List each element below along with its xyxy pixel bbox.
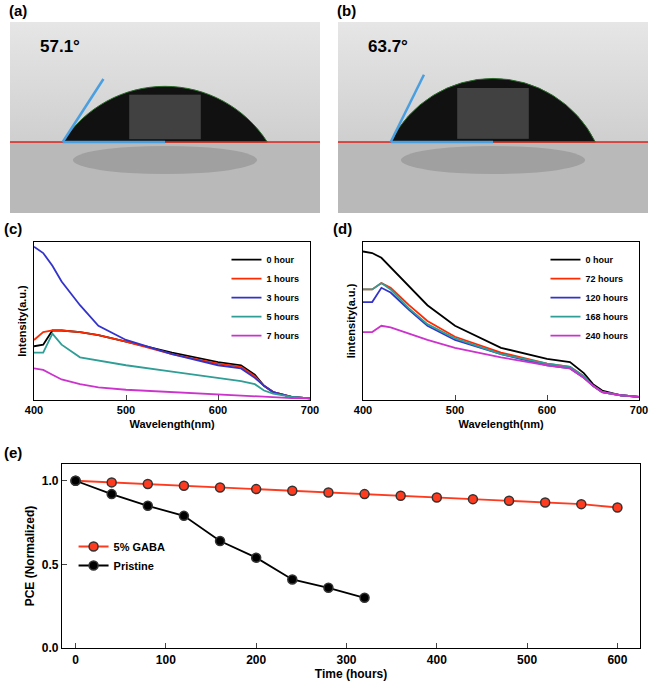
html-text:(e): (e) — [4, 444, 23, 461]
svg-text:Pristine: Pristine — [114, 560, 154, 572]
svg-text:700: 700 — [301, 404, 319, 416]
svg-text:500: 500 — [517, 653, 537, 667]
svg-text:Intensity(a.u.): Intensity(a.u.) — [16, 285, 28, 357]
svg-text:600: 600 — [538, 404, 556, 416]
svg-text:0.5: 0.5 — [42, 558, 59, 572]
svg-text:63.7°: 63.7° — [368, 37, 408, 56]
svg-text:168 hours: 168 hours — [585, 312, 628, 322]
svg-text:57.1°: 57.1° — [40, 37, 80, 56]
html-text:(d): (d) — [333, 220, 353, 237]
svg-text:5 hours: 5 hours — [266, 312, 299, 322]
svg-text:700: 700 — [630, 404, 648, 416]
svg-text:1 hours: 1 hours — [266, 274, 299, 284]
svg-text:72 hours: 72 hours — [585, 274, 623, 284]
svg-text:500: 500 — [117, 404, 135, 416]
svg-text:7 hours: 7 hours — [266, 331, 299, 341]
svg-text:0: 0 — [72, 653, 79, 667]
svg-text:Time (hours): Time (hours) — [315, 667, 387, 681]
svg-text:100: 100 — [156, 653, 176, 667]
svg-text:Iintensity(a.u.): Iintensity(a.u.) — [345, 283, 357, 358]
svg-text:0.0: 0.0 — [42, 641, 59, 655]
svg-text:240 hours: 240 hours — [585, 331, 628, 341]
svg-text:200: 200 — [246, 653, 266, 667]
svg-text:0 hour: 0 hour — [266, 255, 294, 265]
svg-text:Wavelength(nm): Wavelength(nm) — [129, 418, 214, 430]
svg-text:0 hour: 0 hour — [585, 255, 613, 265]
svg-text:Wavelength(nm): Wavelength(nm) — [458, 418, 543, 430]
html-text:(b): (b) — [337, 2, 357, 19]
svg-text:600: 600 — [607, 653, 627, 667]
svg-text:PCE (Normalized): PCE (Normalized) — [23, 506, 37, 607]
svg-text:600: 600 — [209, 404, 227, 416]
svg-text:3 hours: 3 hours — [266, 293, 299, 303]
svg-text:5% GABA: 5% GABA — [114, 541, 165, 553]
html-text:(a): (a) — [9, 2, 28, 19]
svg-text:400: 400 — [25, 404, 43, 416]
svg-text:1.0: 1.0 — [42, 474, 59, 488]
svg-text:300: 300 — [336, 653, 356, 667]
html-text:(c): (c) — [4, 220, 23, 237]
svg-text:400: 400 — [427, 653, 447, 667]
svg-text:120 hours: 120 hours — [585, 293, 628, 303]
svg-text:500: 500 — [446, 404, 464, 416]
svg-text:400: 400 — [354, 404, 372, 416]
